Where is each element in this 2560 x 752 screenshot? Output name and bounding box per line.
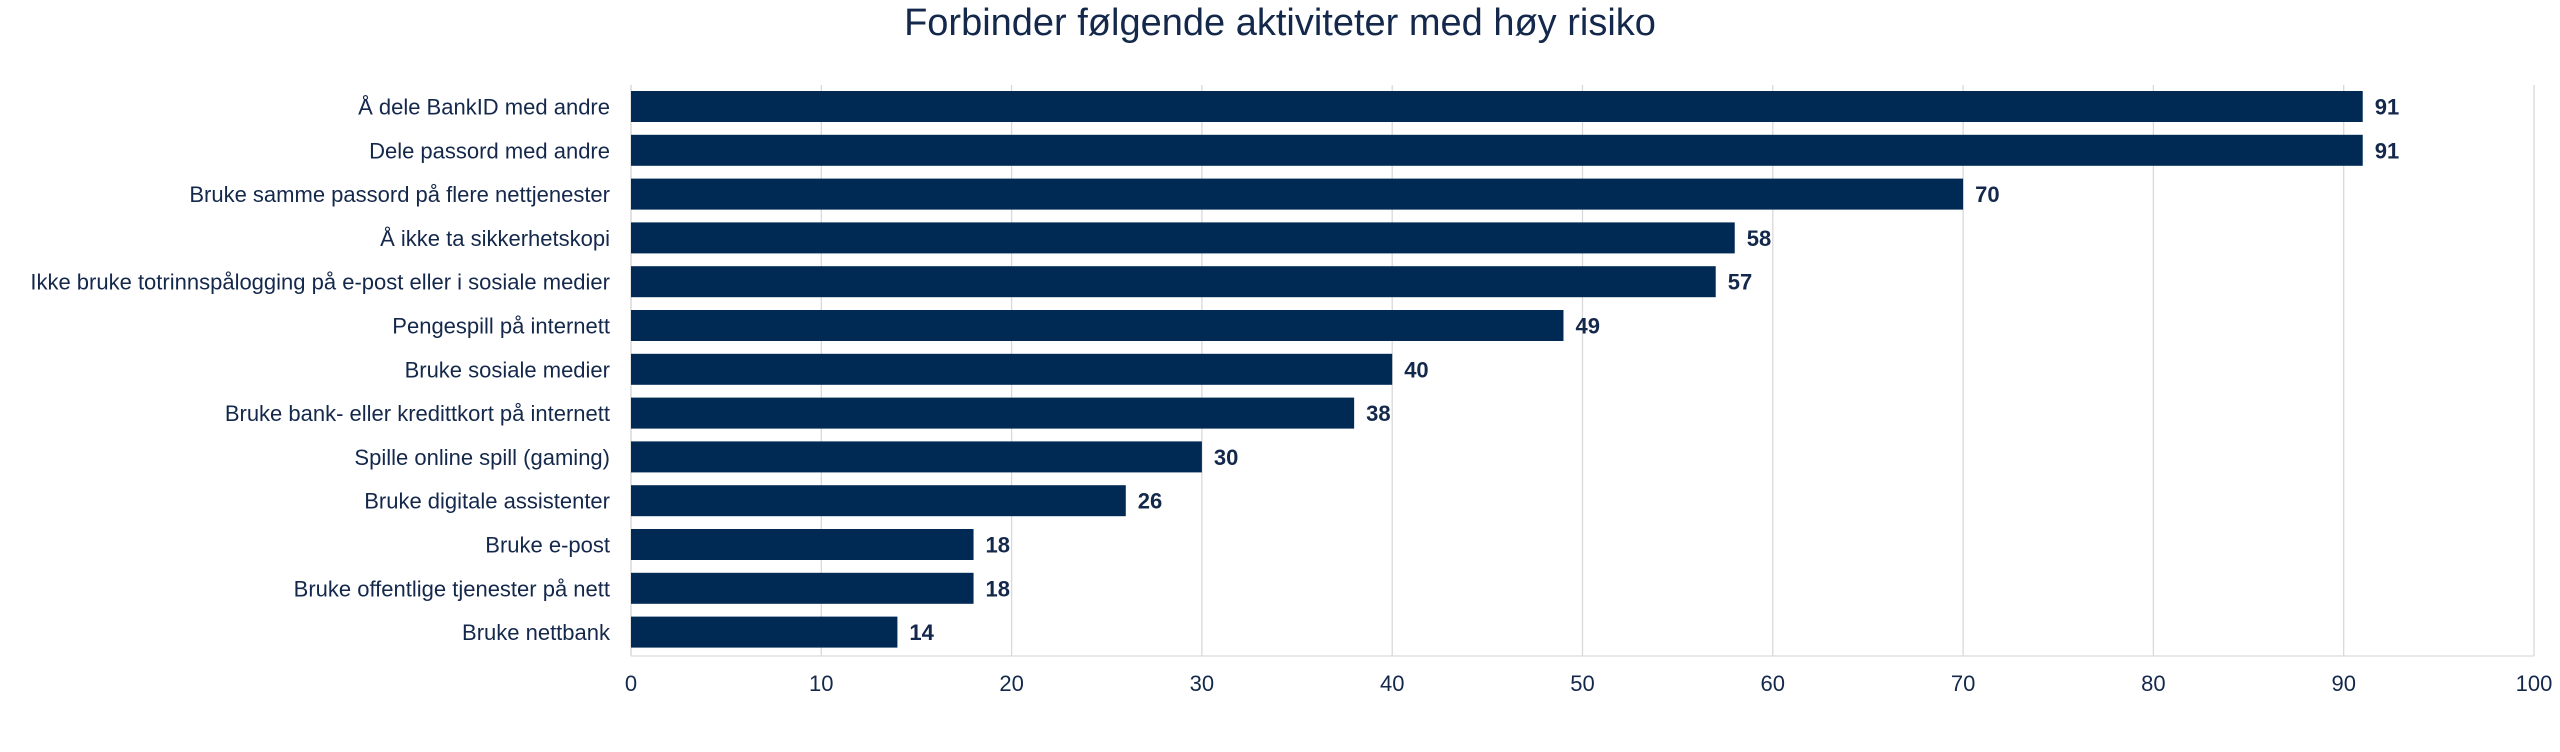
data-label: 40 <box>1404 357 1428 382</box>
x-tick-label: 60 <box>1761 671 1785 696</box>
x-tick-labels: 0 10 20 30 40 50 60 70 80 90 100 <box>625 671 2552 696</box>
bar <box>631 485 1126 517</box>
bar <box>631 310 1564 341</box>
category-label: Å ikke ta sikkerhetskopi <box>380 226 610 251</box>
x-tick-label: 0 <box>625 671 637 696</box>
category-label: Bruke sosiale medier <box>405 357 610 382</box>
bar <box>631 134 2363 166</box>
bar <box>631 572 974 604</box>
category-label: Dele passord med andre <box>369 138 610 163</box>
x-tick-label: 90 <box>2331 671 2355 696</box>
data-label: 91 <box>2375 95 2399 120</box>
data-label: 57 <box>1728 270 1752 295</box>
x-tick-label: 40 <box>1380 671 1404 696</box>
data-label: 18 <box>986 576 1010 601</box>
category-label: Å dele BankID med andre <box>358 95 610 120</box>
chart-title: Forbinder følgende aktiviteter med høy r… <box>904 2 1656 44</box>
data-label: 38 <box>1366 401 1390 426</box>
category-label: Bruke offentlige tjenester på nett <box>294 576 610 601</box>
bar <box>631 222 1735 254</box>
category-label: Bruke samme passord på flere nettjeneste… <box>189 182 610 207</box>
category-labels: Å dele BankID med andre Dele passord med … <box>30 95 611 646</box>
data-label: 70 <box>1975 182 1999 207</box>
category-label: Spille online spill (gaming) <box>354 445 610 470</box>
data-label: 58 <box>1747 226 1771 251</box>
data-labels: 91 91 70 58 57 49 40 38 30 26 18 18 14 <box>909 95 2399 646</box>
x-tick-label: 20 <box>999 671 1023 696</box>
data-label: 30 <box>1214 445 1238 470</box>
bars <box>631 91 2363 648</box>
category-label: Bruke digitale assistenter <box>364 489 610 514</box>
x-tick-label: 80 <box>2141 671 2165 696</box>
data-label: 14 <box>909 620 934 645</box>
bar <box>631 529 974 560</box>
data-label: 91 <box>2375 138 2399 163</box>
bar <box>631 353 1393 385</box>
x-tick-label: 70 <box>1951 671 1975 696</box>
bar <box>631 616 898 648</box>
x-tick-label: 30 <box>1190 671 1214 696</box>
category-label: Bruke e-post <box>485 533 610 558</box>
x-tick-label: 50 <box>1570 671 1594 696</box>
bar <box>631 178 1964 210</box>
category-label: Ikke bruke totrinnspålogging på e-post e… <box>30 270 610 295</box>
bar <box>631 441 1202 473</box>
data-label: 26 <box>1138 489 1162 514</box>
x-tick-label: 100 <box>2516 671 2553 696</box>
category-label: Bruke nettbank <box>462 620 611 645</box>
data-label: 18 <box>986 533 1010 558</box>
data-label: 49 <box>1575 314 1599 339</box>
bar <box>631 91 2363 122</box>
category-label: Bruke bank- eller kredittkort på interne… <box>225 401 610 426</box>
bar <box>631 397 1355 429</box>
category-label: Pengespill på internett <box>392 314 610 339</box>
bar <box>631 266 1716 298</box>
x-tick-label: 10 <box>809 671 833 696</box>
